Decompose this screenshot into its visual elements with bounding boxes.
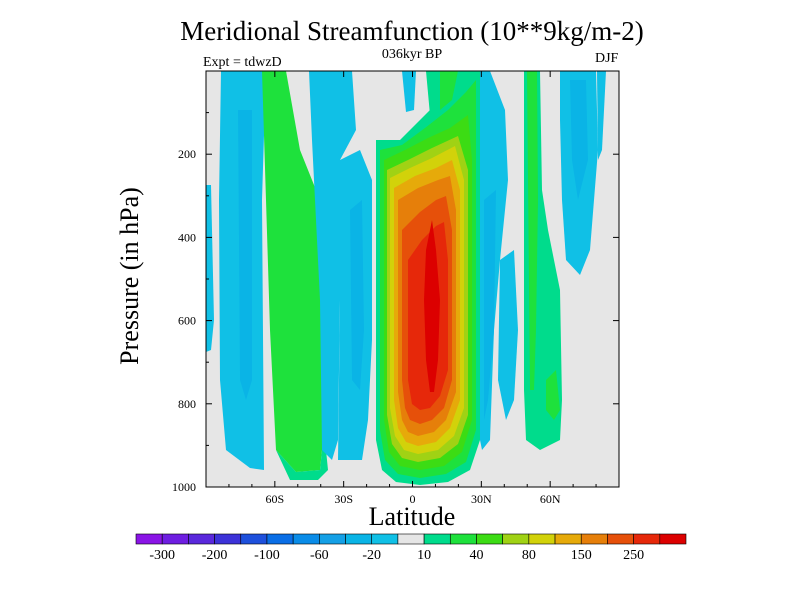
colorbar-swatch xyxy=(188,533,215,545)
contour-north-neg1-lower xyxy=(498,250,518,420)
y-tick-label: 400 xyxy=(178,230,196,244)
contour-south-edge-neg xyxy=(206,185,214,352)
colorbar-swatch xyxy=(476,533,503,545)
contour-north-edge-neg xyxy=(597,71,606,160)
y-tick-label: 800 xyxy=(178,397,196,411)
contour-south-neg2 xyxy=(309,71,356,460)
contour-south-neg2-core xyxy=(350,200,364,390)
colorbar-swatch xyxy=(633,533,661,545)
colorbar-swatch xyxy=(554,533,582,545)
chart-title: Meridional Streamfunction (10**9kg/m-2) xyxy=(180,16,644,46)
colorbar-swatch xyxy=(266,533,294,545)
colorbar-label: 40 xyxy=(469,548,483,563)
contour-far-south-neg-core xyxy=(238,110,252,400)
colorbar-swatch xyxy=(502,533,530,545)
contour-south-pos xyxy=(262,71,324,472)
contour-north-neg2-core xyxy=(570,80,588,200)
colorbar-swatch xyxy=(449,533,477,545)
colorbar-label: 10 xyxy=(417,548,431,563)
x-axis-ticks: 60S 30S 0 30N 60N xyxy=(228,71,597,506)
y-tick-label: 200 xyxy=(178,147,196,161)
colorbar-swatch xyxy=(135,533,163,545)
colorbar-label: 150 xyxy=(571,548,592,563)
colorbar-label: -200 xyxy=(202,548,228,563)
experiment-annotation: Expt = tdwzD xyxy=(203,55,282,70)
colorbar-swatch xyxy=(659,533,687,545)
colorbar-swatch xyxy=(214,533,242,545)
y-tick-label: 1000 xyxy=(172,480,196,494)
x-tick-label: 30S xyxy=(334,492,353,506)
contour-tropical-max xyxy=(424,220,440,392)
colorbar-swatch xyxy=(580,533,608,545)
colorbar-swatch xyxy=(319,533,346,545)
y-tick-label: 600 xyxy=(178,314,196,328)
colorbar-label: -300 xyxy=(149,548,175,563)
colorbar-swatch xyxy=(371,533,399,545)
plot-area: 60S 30S 0 30N 60N 200 400 600 800 1000 xyxy=(172,70,620,506)
colorbar-label: -20 xyxy=(362,548,381,563)
colorbar-label: -60 xyxy=(310,548,329,563)
colorbar-swatch xyxy=(528,533,556,545)
contour-upper-arm-green xyxy=(440,71,458,110)
colorbar-swatch xyxy=(423,533,451,545)
colorbar-swatch xyxy=(292,533,320,545)
x-tick-label: 60S xyxy=(265,492,284,506)
colorbar: -300 -200 -100 -60 -20 10 40 80 150 250 xyxy=(135,533,687,563)
y-axis-ticks: 200 400 600 800 1000 xyxy=(172,112,619,494)
season-annotation: DJF xyxy=(595,51,619,66)
colorbar-swatch xyxy=(240,533,268,545)
colorbar-swatch xyxy=(397,533,425,545)
colorbar-swatch xyxy=(607,533,634,545)
contour-south-pos-fringe xyxy=(276,430,328,480)
contour-upper-arm-teal xyxy=(426,71,440,115)
colorbar-label: 80 xyxy=(522,548,536,563)
colorbar-swatch xyxy=(161,533,189,545)
contour-upper-neg-tongue xyxy=(402,71,416,112)
colorbar-label: -100 xyxy=(254,548,280,563)
x-tick-label: 60N xyxy=(540,492,561,506)
x-tick-label: 30N xyxy=(471,492,492,506)
contour-north-pos-lower xyxy=(546,370,560,420)
x-axis-label: Latitude xyxy=(368,502,456,531)
contour-north-neg1-core xyxy=(484,190,496,420)
x-tick-label: 0 xyxy=(410,492,416,506)
chart-subtitle: 036kyr BP xyxy=(381,47,443,62)
colorbar-swatch xyxy=(345,533,373,545)
contour-north-pos-core xyxy=(527,71,538,390)
contour-fill-group xyxy=(206,71,606,485)
colorbar-label: 250 xyxy=(623,548,644,563)
